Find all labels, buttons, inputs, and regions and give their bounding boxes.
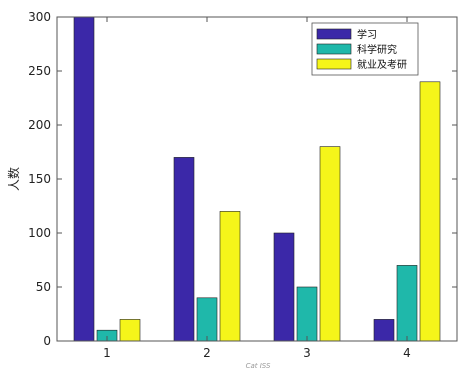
bar-1-2 [173, 157, 195, 342]
x-axis-label: Cat ISS [246, 362, 271, 370]
bar-1-3 [273, 232, 295, 342]
legend-label: 科学研究 [357, 43, 397, 56]
y-tick-label: 200 [28, 118, 51, 132]
x-tick-label: 1 [103, 346, 111, 360]
bar-2-3 [296, 286, 318, 342]
bar-3-1 [119, 319, 141, 342]
bar-2-4 [396, 265, 418, 342]
legend-swatch [316, 28, 352, 40]
bar-3-4 [419, 81, 441, 342]
y-axis: 0 50 100 150 200 250 300 [28, 10, 457, 348]
x-tick-label: 4 [403, 346, 411, 360]
y-tick-label: 300 [28, 10, 51, 24]
legend-swatch [316, 58, 352, 70]
bar-1-4 [373, 319, 395, 342]
y-axis-label: 人数 [6, 167, 21, 191]
y-tick-label: 100 [28, 226, 51, 240]
y-tick-label: 250 [28, 64, 51, 78]
bar-1-1 [73, 16, 95, 342]
x-axis: 1 2 3 4 [103, 17, 411, 360]
x-tick-label: 2 [203, 346, 211, 360]
bar-2-2 [196, 297, 218, 342]
legend-swatch [316, 43, 352, 55]
y-tick-label: 150 [28, 172, 51, 186]
x-tick-label: 3 [303, 346, 311, 360]
y-tick-label: 0 [43, 334, 51, 348]
bars-group [73, 16, 441, 342]
bar-3-3 [319, 146, 341, 342]
bar-3-2 [219, 211, 241, 342]
legend-label: 就业及考研 [357, 58, 407, 71]
y-tick-label: 50 [36, 280, 51, 294]
legend-label: 学习 [357, 28, 377, 41]
